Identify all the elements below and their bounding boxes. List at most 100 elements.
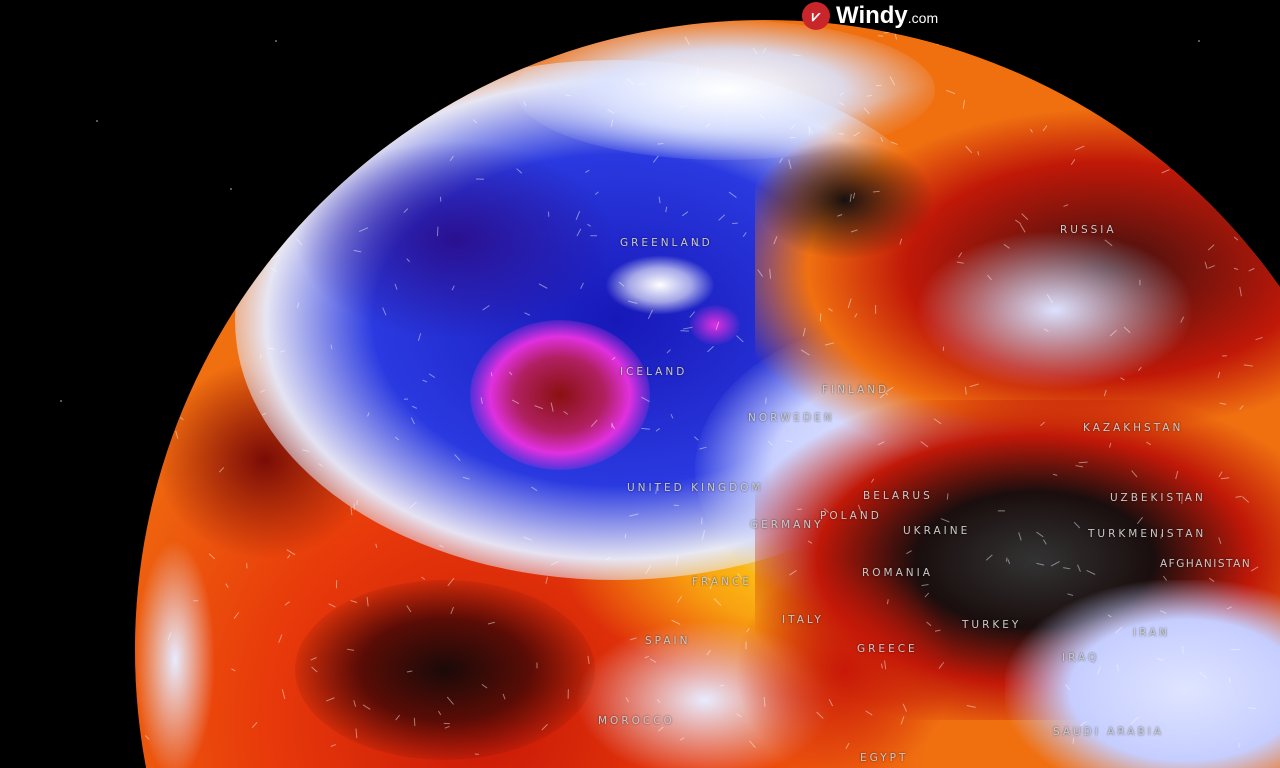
wind-streak: [752, 47, 758, 55]
wind-streak: [406, 258, 411, 263]
wind-streak: [1096, 666, 1101, 675]
wind-streak: [1257, 189, 1264, 194]
wind-streak: [413, 717, 416, 727]
wind-streak: [742, 232, 747, 238]
wind-streak: [902, 703, 907, 712]
wind-streak: [671, 619, 681, 625]
wind-streak: [330, 744, 337, 747]
wind-streak: [1239, 405, 1244, 410]
pale-middle-east: [1005, 580, 1280, 768]
wind-streak: [886, 599, 889, 605]
wind-streak: [411, 405, 418, 409]
wind-streak: [816, 711, 824, 719]
wind-streak: [366, 596, 369, 607]
label-romania: ROMANIA: [862, 567, 933, 579]
wind-streak: [1109, 329, 1117, 337]
wind-streak: [436, 226, 439, 237]
wind-streak: [1021, 213, 1029, 220]
wind-streak: [515, 49, 524, 54]
warm-mediterranean: [735, 560, 955, 768]
wind-streak: [788, 159, 792, 169]
wind-streak: [825, 342, 835, 346]
label-greenland: GREENLAND: [620, 237, 713, 249]
wind-streak: [1169, 50, 1173, 56]
wind-streak: [921, 583, 929, 587]
wind-streak: [1130, 716, 1139, 725]
pale-west-edge: [135, 540, 215, 768]
label-finland: FINLAND: [822, 384, 890, 396]
wind-streak: [394, 436, 400, 441]
wind-streak: [655, 428, 661, 432]
wind-streak: [1208, 577, 1215, 582]
wind-streak: [880, 137, 884, 142]
wind-streak: [575, 210, 581, 221]
wind-streak: [394, 283, 398, 290]
wind-streak: [838, 101, 845, 106]
label-italy: ITALY: [782, 614, 824, 626]
wind-streak: [143, 252, 147, 259]
wind-streak: [587, 223, 592, 227]
wind-streak: [792, 54, 802, 57]
wind-streak: [1228, 677, 1231, 683]
wind-streak: [1115, 626, 1123, 634]
windy-logo[interactable]: ⩗ Windy.com: [802, 2, 938, 30]
wind-streak: [852, 192, 856, 199]
hot-core-north-russia: [755, 140, 935, 260]
hot-core-atlantic: [295, 580, 595, 760]
wind-streak: [311, 666, 318, 673]
wind-streak: [857, 504, 862, 514]
wind-streak: [886, 386, 894, 393]
wind-streak: [665, 206, 668, 213]
wind-streak: [847, 298, 852, 309]
wind-streak: [1052, 473, 1058, 476]
wind-streak: [1208, 265, 1215, 269]
star: [96, 120, 98, 122]
wind-streak: [693, 436, 699, 441]
wind-streak: [1220, 477, 1230, 480]
wind-streak: [1042, 125, 1048, 132]
wind-streak: [1018, 532, 1022, 541]
wind-streak: [823, 508, 830, 513]
wind-streak: [487, 621, 496, 625]
wind-streak: [1003, 243, 1010, 249]
wind-streak: [353, 700, 357, 707]
wind-streak: [1225, 140, 1231, 144]
wind-streak: [854, 313, 858, 318]
wind-streak: [367, 412, 370, 417]
wind-streak: [403, 208, 409, 213]
wind-streak: [534, 405, 544, 410]
wind-streak: [208, 175, 213, 180]
wind-streak: [576, 228, 582, 237]
wind-streak: [472, 119, 478, 124]
wind-streak: [872, 190, 880, 193]
wind-streak: [1075, 465, 1084, 468]
wind-streak: [1146, 441, 1151, 446]
wind-streak: [175, 430, 179, 439]
wind-streak: [1159, 610, 1167, 614]
wind-streak: [150, 440, 153, 449]
wind-streak: [1217, 371, 1221, 379]
label-germany: GERMANY: [750, 519, 824, 531]
wind-streak: [702, 575, 711, 581]
wind-streak: [410, 417, 415, 425]
wind-streak: [965, 145, 973, 154]
wind-streak: [1109, 442, 1112, 448]
wind-streak: [462, 476, 470, 480]
wind-streak: [1175, 470, 1179, 480]
wind-streak: [152, 170, 158, 173]
wind-streak: [1103, 389, 1107, 397]
wind-streak: [1086, 570, 1096, 575]
wind-streak: [262, 412, 267, 416]
wind-streak: [655, 484, 658, 494]
wind-streak: [508, 371, 513, 376]
wind-streak: [216, 287, 218, 294]
wind-streak: [1046, 294, 1053, 304]
wind-streak: [237, 235, 241, 244]
cyclone-iceland: [470, 320, 650, 470]
wind-streak: [641, 396, 650, 402]
wind-streak: [417, 333, 422, 341]
wind-streak: [737, 573, 743, 580]
wind-streak: [169, 133, 173, 143]
wind-streak: [865, 710, 873, 716]
